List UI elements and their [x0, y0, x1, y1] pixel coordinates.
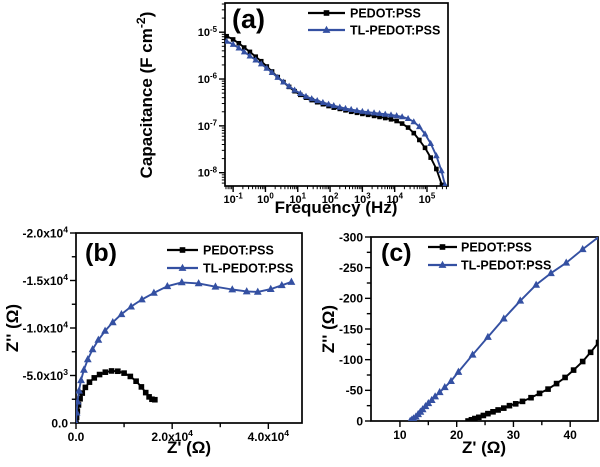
panel-b-legend: PEDOT:PSS TL-PEDOT:PSS — [167, 244, 293, 276]
svg-text:100: 100 — [257, 192, 274, 206]
svg-text:104: 104 — [386, 192, 403, 206]
panel-c: 10 20 30 40 0 -50 -100 -150 -200 -250 -300 Z' (Ω) Z'… — [319, 230, 599, 457]
svg-text:103: 103 — [354, 192, 371, 206]
panel-a-label: (a) — [232, 4, 265, 34]
panel-c-series-tl-pedot-pss — [407, 237, 598, 421]
svg-text:-100: -100 — [339, 353, 363, 367]
svg-text:40: 40 — [564, 428, 578, 442]
legend-label-c-1: TL-PEDOT:PSS — [461, 259, 551, 273]
svg-text:10-1: 10-1 — [223, 192, 243, 206]
svg-text:-300: -300 — [339, 230, 363, 244]
svg-text:2.0x104: 2.0x104 — [151, 428, 193, 444]
svg-text:0.0: 0.0 — [68, 430, 85, 444]
svg-text:-250: -250 — [339, 261, 363, 275]
svg-text:0.0: 0.0 — [51, 416, 68, 430]
svg-text:10-5: 10-5 — [198, 25, 218, 39]
panel-a: 10-1 100 101 102 103 104 105 10-5 10-6 10-7 10-8 Fr… — [134, 2, 449, 217]
legend-label-b-1: TL-PEDOT:PSS — [203, 262, 293, 276]
panel-a-series-tl-pedot-pss — [225, 37, 448, 186]
svg-text:-2.0x104: -2.0x104 — [23, 225, 69, 241]
panel-b: 0.0 2.0x104 4.0x104 0.0 -5.0x103 -1.0x104 -1.5… — [3, 225, 303, 457]
legend-label-c-0: PEDOT:PSS — [461, 241, 532, 255]
svg-text:-200: -200 — [339, 292, 363, 306]
svg-text:-5.0x103: -5.0x103 — [23, 367, 69, 383]
svg-text:10-8: 10-8 — [198, 165, 218, 179]
panel-a-frame — [224, 2, 449, 187]
legend-label-a-0: PEDOT:PSS — [350, 7, 421, 21]
svg-text:-1.0x104: -1.0x104 — [23, 320, 69, 336]
panel-a-xlabel: Frequency (Hz) — [275, 198, 398, 217]
panel-a-legend: PEDOT:PSS TL-PEDOT:PSS — [308, 7, 440, 38]
panel-c-series-pedot-pss — [465, 339, 598, 421]
panel-b-series-tl-pedot-pss — [76, 277, 296, 423]
panel-c-legend: PEDOT:PSS TL-PEDOT:PSS — [428, 241, 551, 273]
legend-label-a-1: TL-PEDOT:PSS — [350, 24, 440, 38]
panel-b-xlabel: Z' (Ω) — [167, 438, 211, 457]
svg-text:10: 10 — [393, 428, 407, 442]
svg-text:0: 0 — [356, 414, 363, 428]
svg-text:105: 105 — [419, 192, 436, 206]
panel-b-ylabel: Z'' (Ω) — [3, 304, 22, 352]
svg-text:-1.5x104: -1.5x104 — [23, 272, 69, 288]
panel-c-label: (c) — [381, 239, 412, 267]
svg-text:30: 30 — [507, 428, 521, 442]
svg-text:101: 101 — [289, 192, 306, 206]
panel-b-axes: 0.0 2.0x104 4.0x104 0.0 -5.0x103 -1.0x104 -1.5… — [23, 225, 290, 444]
svg-text:102: 102 — [322, 192, 339, 206]
legend-label-b-0: PEDOT:PSS — [203, 244, 274, 258]
panel-c-axes: 10 20 30 40 0 -50 -100 -150 -200 -250 -300 — [339, 230, 577, 442]
panel-a-series-pedot-pss — [225, 33, 445, 186]
panel-c-xlabel: Z' (Ω) — [462, 438, 506, 457]
svg-text:10-7: 10-7 — [198, 118, 218, 132]
svg-text:10-6: 10-6 — [198, 72, 218, 86]
svg-text:4.0x104: 4.0x104 — [248, 428, 290, 444]
panel-b-series-pedot-pss — [76, 368, 158, 423]
panel-c-ylabel: Z'' (Ω) — [319, 305, 338, 353]
panel-b-label: (b) — [85, 239, 117, 267]
panel-a-axes: 10-1 100 101 102 103 104 105 10-5 10-6 10-7 10-8 — [198, 3, 447, 206]
svg-text:-150: -150 — [339, 322, 363, 336]
svg-text:-50: -50 — [346, 384, 364, 398]
svg-text:20: 20 — [450, 428, 464, 442]
panel-a-ylabel: Capacitance (F cm-2) — [134, 12, 156, 179]
